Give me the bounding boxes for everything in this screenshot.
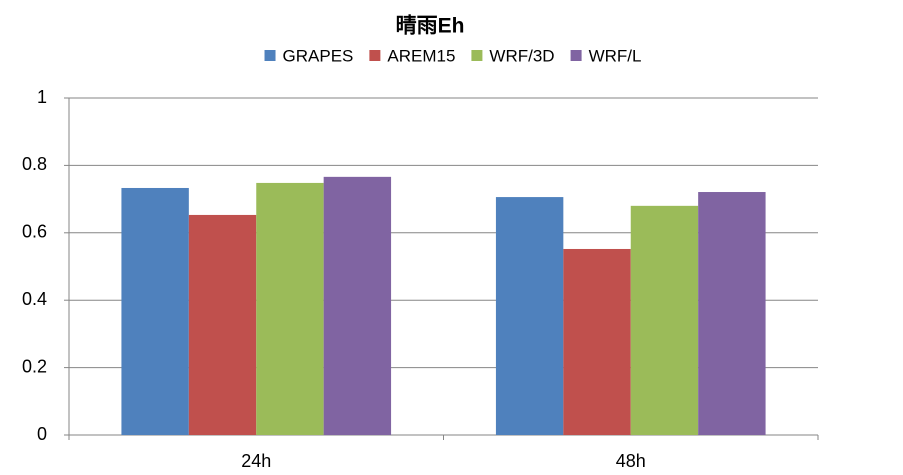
y-tick-label: 0.8 bbox=[22, 154, 47, 174]
bar bbox=[323, 176, 392, 435]
y-tick-label: 0 bbox=[37, 424, 47, 444]
legend-label: GRAPES bbox=[283, 46, 354, 65]
bar bbox=[698, 192, 766, 435]
x-tick-label: 24h bbox=[241, 451, 271, 471]
bar bbox=[121, 187, 189, 435]
legend-label: WRF/3D bbox=[489, 46, 554, 65]
legend-swatch bbox=[570, 50, 582, 61]
legend-swatch bbox=[471, 50, 483, 61]
legend-swatch bbox=[264, 50, 276, 61]
bar bbox=[188, 214, 257, 435]
bar bbox=[256, 182, 324, 435]
y-tick-label: 0.4 bbox=[22, 289, 47, 309]
legend-label: AREM15 bbox=[387, 46, 455, 65]
bar bbox=[563, 248, 631, 435]
x-tick-label: 48h bbox=[616, 451, 646, 471]
chart-title: 晴雨Eh bbox=[396, 14, 465, 38]
y-tick-label: 0.6 bbox=[22, 222, 47, 242]
bar bbox=[630, 205, 699, 435]
bar bbox=[495, 197, 564, 435]
y-tick-label: 1 bbox=[37, 87, 47, 107]
legend-swatch bbox=[369, 50, 381, 61]
legend-label: WRF/L bbox=[589, 46, 642, 65]
y-tick-label: 0.2 bbox=[22, 356, 47, 376]
